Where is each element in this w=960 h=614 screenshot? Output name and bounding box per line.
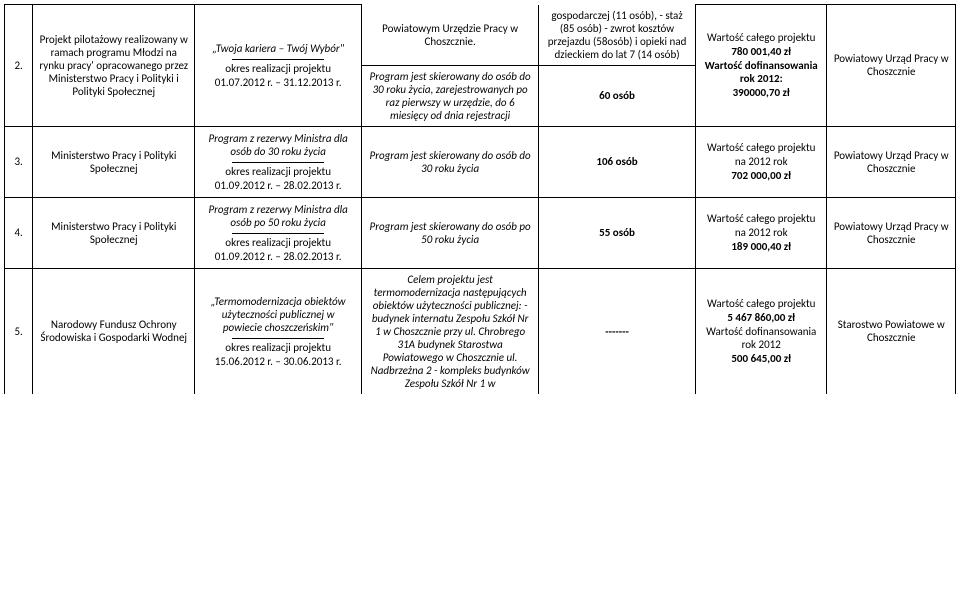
cell-beneficiaries: 106 osób bbox=[539, 126, 696, 197]
row-number: 5. bbox=[5, 268, 33, 394]
program-title: Program z rezerwy Ministra dla osób po 5… bbox=[201, 203, 355, 229]
cell-value: Wartość całego projektu na 2012 rok 189 … bbox=[695, 197, 827, 268]
cell-description: Program jest skierowany do osób po 50 ro… bbox=[362, 197, 539, 268]
value-amount: 702 000,00 zł bbox=[702, 169, 821, 182]
table-row: 5. Narodowy Fundusz Ochrony Środowiska i… bbox=[5, 268, 956, 394]
value-amount: 780 001,40 zł bbox=[702, 45, 821, 58]
value-amount: 5 467 860,00 zł bbox=[702, 311, 821, 324]
cell-sponsor: Narodowy Fundusz Ochrony Środowiska i Go… bbox=[33, 268, 195, 394]
program-title: „Termomodernizacja obiektów użyteczności… bbox=[201, 295, 355, 334]
cell-program: Program z rezerwy Ministra dla osób do 3… bbox=[195, 126, 362, 197]
cell-beneficiaries-top: gospodarczej (11 osób), - staż (85 osób)… bbox=[539, 5, 696, 66]
cell-description-top: Powiatowym Urzędzie Pracy w Choszcznie. bbox=[362, 5, 539, 66]
table-row-top: 2. Projekt pilotażowy realizowany w rama… bbox=[5, 5, 956, 66]
cell-sponsor: Ministerstwo Pracy i Polityki Społecznej bbox=[33, 126, 195, 197]
table-row: 4. Ministerstwo Pracy i Polityki Społecz… bbox=[5, 197, 956, 268]
value-year: na 2012 rok bbox=[702, 155, 821, 168]
cell-value: Wartość całego projektu 780 001,40 zł Wa… bbox=[695, 5, 827, 127]
cell-program: „Twoja kariera – Twój Wybór" okres reali… bbox=[195, 5, 362, 127]
cell-sponsor: Projekt pilotażowy realizowany w ramach … bbox=[33, 5, 195, 127]
period-value: 01.09.2012 r. – 28.02.2013 r. bbox=[201, 179, 355, 192]
separator-line bbox=[232, 338, 324, 339]
cell-beneficiaries: ------- bbox=[539, 268, 696, 394]
period-label: okres realizacji projektu bbox=[201, 165, 355, 178]
cell-beneficiaries: 60 osób bbox=[539, 65, 696, 126]
period-value: 01.07.2012 r. – 31.12.2013 r. bbox=[201, 76, 355, 89]
separator-line bbox=[232, 233, 324, 234]
cofinance-amount: 500 645,00 zł bbox=[702, 352, 821, 365]
period-label: okres realizacji projektu bbox=[201, 62, 355, 75]
value-year: na 2012 rok bbox=[702, 226, 821, 239]
period-value: 15.06.2012 r. – 30.06.2013 r. bbox=[201, 355, 355, 368]
cofinance-label: Wartość dofinansowania rok 2012 bbox=[702, 325, 821, 351]
cell-beneficiaries: 55 osób bbox=[539, 197, 696, 268]
cofinance-amount: 390000,70 zł bbox=[702, 86, 821, 99]
cofinance-label: Wartość dofinansowania rok 2012: bbox=[702, 59, 821, 85]
table-row: 3. Ministerstwo Pracy i Polityki Społecz… bbox=[5, 126, 956, 197]
cell-program: „Termomodernizacja obiektów użyteczności… bbox=[195, 268, 362, 394]
cell-executor: Powiatowy Urząd Pracy w Choszcznie bbox=[827, 5, 956, 127]
value-label: Wartość całego projektu bbox=[702, 31, 821, 44]
cell-sponsor: Ministerstwo Pracy i Polityki Społecznej bbox=[33, 197, 195, 268]
period-value: 01.09.2012 r. – 28.02.2013 r. bbox=[201, 250, 355, 263]
cell-program: Program z rezerwy Ministra dla osób po 5… bbox=[195, 197, 362, 268]
cell-description: Celem projektu jest termomodernizacja na… bbox=[362, 268, 539, 394]
cell-description: Program jest skierowany do osób do 30 ro… bbox=[362, 65, 539, 126]
projects-table: 2. Projekt pilotażowy realizowany w rama… bbox=[4, 4, 956, 394]
row-number: 3. bbox=[5, 126, 33, 197]
period-label: okres realizacji projektu bbox=[201, 341, 355, 354]
cell-executor: Powiatowy Urząd Pracy w Choszcznie bbox=[827, 197, 956, 268]
row-number: 2. bbox=[5, 5, 33, 127]
period-label: okres realizacji projektu bbox=[201, 236, 355, 249]
cell-description: Program jest skierowany do osób do 30 ro… bbox=[362, 126, 539, 197]
separator-line bbox=[232, 162, 324, 163]
value-amount: 189 000,40 zł bbox=[702, 240, 821, 253]
value-label: Wartość całego projektu bbox=[702, 141, 821, 154]
cell-value: Wartość całego projektu na 2012 rok 702 … bbox=[695, 126, 827, 197]
cell-value: Wartość całego projektu 5 467 860,00 zł … bbox=[695, 268, 827, 394]
cell-executor: Starostwo Powiatowe w Choszcznie bbox=[827, 268, 956, 394]
separator-line bbox=[232, 59, 324, 60]
cell-executor: Powiatowy Urząd Pracy w Choszcznie bbox=[827, 126, 956, 197]
program-title: Program z rezerwy Ministra dla osób do 3… bbox=[201, 132, 355, 158]
value-label: Wartość całego projektu bbox=[702, 297, 821, 310]
row-number: 4. bbox=[5, 197, 33, 268]
program-title: „Twoja kariera – Twój Wybór" bbox=[201, 42, 355, 55]
value-label: Wartość całego projektu bbox=[702, 212, 821, 225]
